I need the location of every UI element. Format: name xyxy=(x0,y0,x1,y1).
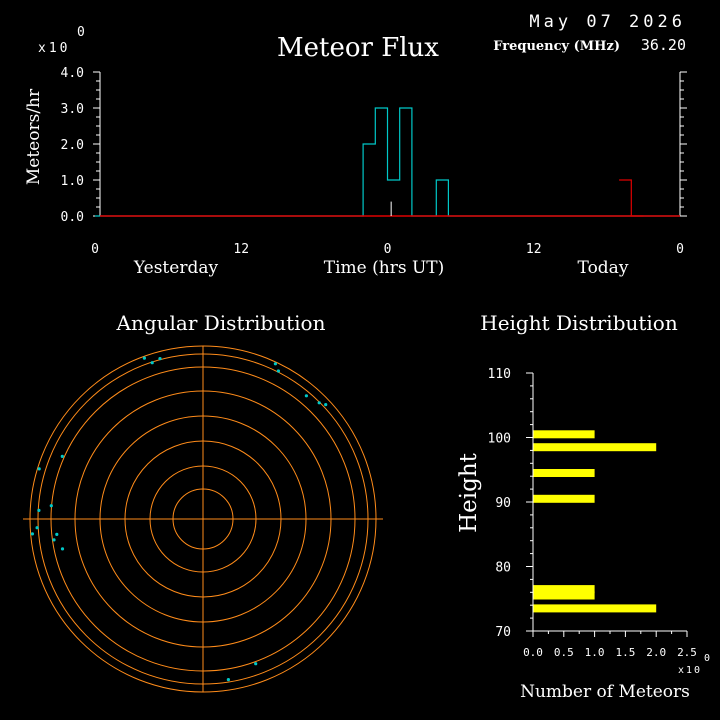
flux-y-tick-label: 1.0 xyxy=(61,174,84,189)
height-x-tick-label: 1.0 xyxy=(585,646,605,659)
frequency-value: 36.20 xyxy=(641,36,686,54)
flux-y-ticks: 0.0 1.0 2.0 3.0 4.0 xyxy=(61,66,687,225)
height-x-tick-label: 0.5 xyxy=(554,646,574,659)
angular-point xyxy=(304,394,308,398)
height-y-tick-label: 90 xyxy=(495,496,511,511)
angular-point xyxy=(35,526,39,530)
flux-day-label-yesterday: Yesterday xyxy=(133,258,219,278)
angular-point xyxy=(52,538,56,542)
angular-point xyxy=(273,362,277,366)
height-y-ticks: 70 80 90 100 110 xyxy=(488,367,533,640)
flux-y-tick-label: 4.0 xyxy=(61,66,84,81)
height-title: Height Distribution xyxy=(480,311,678,335)
angular-point xyxy=(30,532,34,536)
angular-point xyxy=(60,547,65,551)
height-bar xyxy=(533,604,657,613)
height-x-ticks: 0.0 0.5 1.0 1.5 2.0 2.5 xyxy=(523,631,697,659)
height-x-tick-label: 2.0 xyxy=(646,646,666,659)
angular-point xyxy=(49,504,53,508)
height-chart: Height Distribution Height Number of Met… xyxy=(456,311,710,702)
height-bar xyxy=(533,591,595,600)
frequency-label: Frequency (MHz) xyxy=(493,39,620,54)
flux-title: Meteor Flux xyxy=(277,33,439,63)
height-bar xyxy=(533,430,595,439)
flux-x-label: Time (hrs UT) xyxy=(324,258,445,278)
height-bar xyxy=(533,494,595,503)
angular-point xyxy=(276,369,280,373)
flux-axes xyxy=(99,72,681,216)
height-y-tick-label: 80 xyxy=(495,561,511,576)
angular-point xyxy=(226,678,230,682)
angular-point xyxy=(37,467,41,471)
height-y-tick-label: 100 xyxy=(488,432,511,447)
angular-title: Angular Distribution xyxy=(116,311,326,335)
angular-point xyxy=(324,403,328,407)
height-bars xyxy=(533,430,657,613)
date-label: May 07 2026 xyxy=(529,12,686,32)
flux-x-tick-label: 0 xyxy=(91,242,99,257)
flux-scale-base: x10 xyxy=(38,41,70,56)
height-scale-exponent: 0 xyxy=(704,653,710,664)
angular-chart: Angular Distribution xyxy=(23,311,383,693)
height-bar xyxy=(533,443,657,452)
angular-rings xyxy=(23,345,383,693)
flux-y-tick-label: 0.0 xyxy=(61,210,84,225)
flux-x-tick-label: 0 xyxy=(384,242,392,257)
height-scale-base: x10 xyxy=(678,665,702,676)
angular-point xyxy=(37,508,41,512)
flux-y-label: Meteors/hr xyxy=(24,88,44,185)
flux-scale-exponent: 0 xyxy=(77,25,85,40)
height-x-tick-label: 0.0 xyxy=(523,646,543,659)
flux-x-tick-label: 12 xyxy=(233,242,249,257)
flux-series-line-1 xyxy=(619,179,644,217)
height-x-tick-label: 2.5 xyxy=(677,646,697,659)
angular-point xyxy=(55,532,59,537)
height-bar xyxy=(533,469,595,477)
flux-chart: x10 0 Meteors/hr Time (hrs UT) Yesterday… xyxy=(24,25,687,278)
flux-y-tick-label: 2.0 xyxy=(61,138,84,153)
angular-points xyxy=(30,356,328,682)
angular-point xyxy=(254,662,258,666)
angular-point xyxy=(317,401,321,405)
flux-y-tick-label: 3.0 xyxy=(61,102,84,117)
angular-point xyxy=(60,454,64,458)
height-bar xyxy=(533,585,595,594)
flux-day-label-today: Today xyxy=(578,258,629,278)
height-y-tick-label: 110 xyxy=(488,367,511,382)
height-x-tick-label: 1.5 xyxy=(615,646,635,659)
angular-point xyxy=(158,357,162,361)
height-y-tick-label: 70 xyxy=(495,625,511,640)
flux-x-tick-label: 0 xyxy=(676,242,684,257)
flux-series xyxy=(95,107,680,217)
height-x-label: Number of Meteors xyxy=(520,682,690,702)
flux-x-tick-label: 12 xyxy=(526,242,542,257)
angular-point xyxy=(150,361,154,365)
flux-series-line-0 xyxy=(95,107,680,217)
flux-x-ticks: 0 12 0 12 0 xyxy=(91,242,684,257)
height-y-label: Height xyxy=(456,452,482,533)
angular-point xyxy=(142,356,146,360)
